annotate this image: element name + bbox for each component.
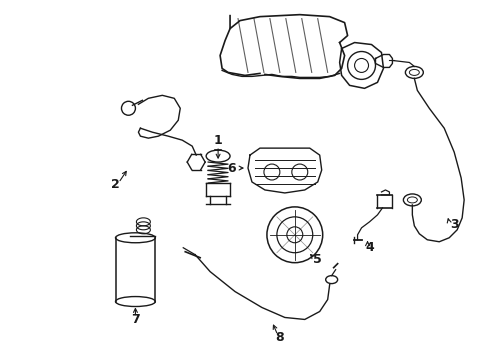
Text: 4: 4 — [365, 241, 374, 254]
Text: 7: 7 — [131, 313, 140, 326]
Text: 6: 6 — [228, 162, 236, 175]
Text: 3: 3 — [450, 218, 459, 231]
Text: 1: 1 — [214, 134, 222, 147]
Text: 8: 8 — [275, 331, 284, 344]
Text: 2: 2 — [111, 179, 120, 192]
Text: 5: 5 — [313, 253, 322, 266]
